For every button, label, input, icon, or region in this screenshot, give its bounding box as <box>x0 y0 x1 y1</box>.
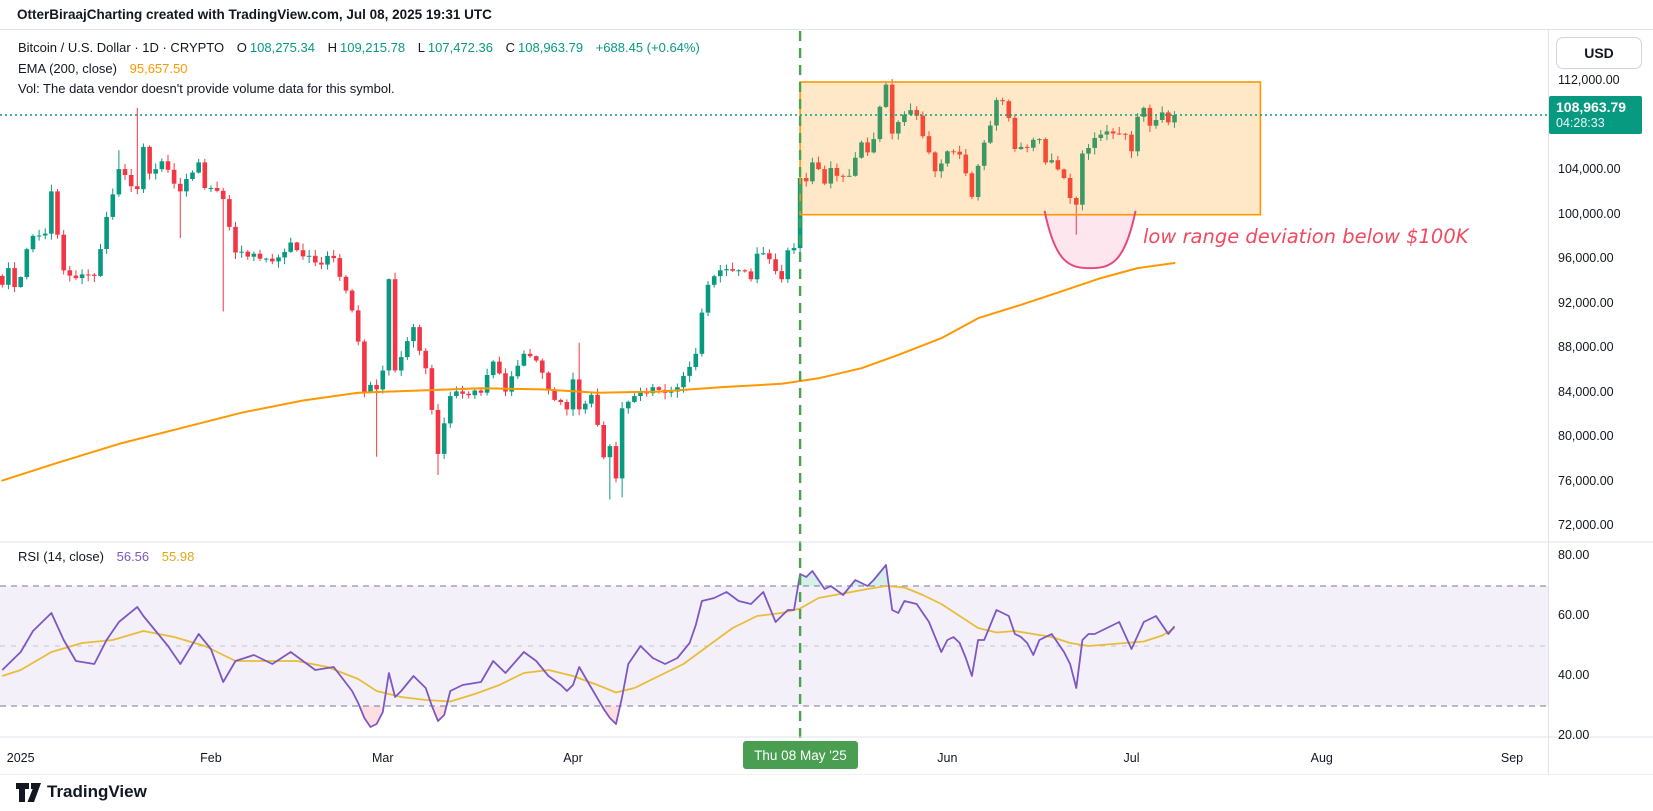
rsi-label: RSI (14, close) <box>18 549 104 564</box>
rsi-value: 56.56 <box>116 549 150 564</box>
change-value: +688.45 (+0.64%) <box>595 40 700 55</box>
symbol-title: Bitcoin / U.S. Dollar · 1D · CRYPTO <box>18 40 225 55</box>
time-axis-label: Jul <box>1123 751 1140 765</box>
rsi-line[interactable] <box>1 564 1176 728</box>
rsi-overbought-fill <box>798 571 823 586</box>
price-axis-label: 88,000.00 <box>1558 340 1614 355</box>
price-scale[interactable]: 112,000.00 104,000.00 100,000.00 96,000.00 9… <box>1548 30 1653 742</box>
open-label: O <box>236 40 247 55</box>
price-axis-label: 80,000.00 <box>1558 429 1614 444</box>
volume-note: Vol: The data vendor doesn't provide vol… <box>18 81 395 96</box>
low-label: L <box>417 40 425 55</box>
ema-label: EMA (200, close) <box>18 61 117 76</box>
footer-bar: TradingView <box>0 775 1653 811</box>
tradingview-logo-icon[interactable] <box>15 782 45 804</box>
price-axis-label: 100,000.00 <box>1558 206 1621 221</box>
price-axis-label: 72,000.00 <box>1558 518 1614 533</box>
price-axis-label: 84,000.00 <box>1558 384 1614 399</box>
rsi-ma-value: 55.98 <box>161 549 195 564</box>
close-value: 108,963.79 <box>518 40 584 55</box>
deviation-arc-fill <box>1045 214 1135 269</box>
range-box[interactable] <box>799 81 1262 216</box>
bar-countdown: 04:28:33 <box>1556 116 1605 130</box>
rsi-oversold-fill <box>602 706 621 724</box>
current-price-value: 108,963.79 <box>1556 99 1627 115</box>
close-label: C <box>505 40 516 55</box>
high-label: H <box>327 40 337 55</box>
crosshair-date-badge: Thu 08 May '25 <box>743 741 858 769</box>
time-axis-label: Feb <box>200 751 222 765</box>
time-axis-label: Aug <box>1310 751 1333 765</box>
rsi-axis-label: 60.00 <box>1558 608 1590 622</box>
currency-toggle-button[interactable]: USD <box>1556 37 1642 69</box>
current-price-badge: 108,963.79 04:28:33 <box>1549 96 1642 134</box>
ema-line[interactable] <box>1 262 1176 482</box>
rsi-legend[interactable]: RSI (14, close) 56.56 55.98 <box>18 549 197 564</box>
price-axis-label: 96,000.00 <box>1558 251 1614 266</box>
annotation-text[interactable]: low range deviation below $100K <box>1143 225 1469 248</box>
price-axis-label: 76,000.00 <box>1558 473 1614 488</box>
time-axis-label: Jun <box>937 751 958 765</box>
deviation-arc[interactable] <box>1043 210 1137 270</box>
rsi-oversold-fill <box>431 706 447 721</box>
time-axis-label: Apr <box>563 751 583 765</box>
time-axis[interactable]: 2025 Feb Mar Apr Jun Jul Aug Sep <box>0 737 1653 775</box>
price-axis-label: 92,000.00 <box>1558 295 1614 310</box>
open-value: 108,275.34 <box>249 40 315 55</box>
attribution-bar: OtterBiraajCharting created with Trading… <box>0 0 1653 30</box>
symbol-legend[interactable]: Bitcoin / U.S. Dollar · 1D · CRYPTO O 108… <box>18 40 703 55</box>
chart-canvas[interactable] <box>0 0 1653 775</box>
rsi-axis-label: 80.00 <box>1558 548 1590 562</box>
ema-value: 95,657.50 <box>129 61 188 76</box>
time-axis-label: Mar <box>372 751 394 765</box>
high-value: 109,215.78 <box>339 40 406 55</box>
candlesticks[interactable] <box>0 79 1177 500</box>
rsi-axis-label: 40.00 <box>1558 668 1590 682</box>
rsi-axis-label: 20.00 <box>1558 728 1590 742</box>
rsi-ma-line[interactable] <box>2 585 1175 703</box>
time-axis-label: 2025 <box>6 751 35 765</box>
time-axis-label: Sep <box>1500 751 1524 765</box>
tradingview-brand[interactable]: TradingView <box>47 782 147 801</box>
price-axis-label: 112,000.00 <box>1558 73 1620 88</box>
ema-legend[interactable]: EMA (200, close) 95,657.50 <box>18 61 190 76</box>
low-value: 107,472.36 <box>427 40 493 55</box>
price-axis-label: 104,000.00 <box>1558 162 1621 177</box>
